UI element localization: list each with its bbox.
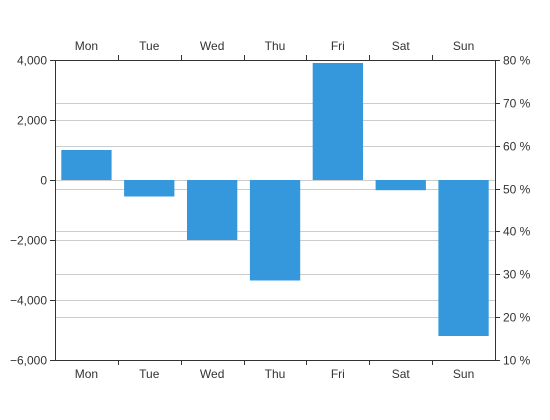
bar-wed [187, 180, 238, 240]
bottom-category-label: Sat [392, 367, 411, 381]
top-category-label: Wed [200, 39, 224, 53]
right-tick-label: 40 % [503, 225, 531, 239]
bar-thu [249, 180, 301, 281]
bar-sun [438, 180, 489, 336]
bar-tue [124, 180, 175, 197]
right-tick-label: 70 % [503, 97, 531, 111]
left-tick-label: 2,000 [17, 114, 47, 128]
right-tick-label: 60 % [503, 140, 531, 154]
right-tick-label: 50 % [503, 183, 531, 197]
bottom-category-label: Sun [453, 367, 474, 381]
right-tick-label: 30 % [503, 268, 531, 282]
right-tick-label: 80 % [503, 54, 531, 68]
axes [50, 55, 500, 365]
left-tick-label: −2,000 [10, 234, 47, 248]
bottom-category-label: Fri [331, 367, 345, 381]
left-tick-label: −6,000 [10, 354, 47, 368]
top-category-label: Thu [265, 39, 286, 53]
top-category-label: Sun [453, 39, 474, 53]
top-category-label: Sat [392, 39, 411, 53]
bottom-category-label: Mon [75, 367, 98, 381]
top-category-label: Fri [331, 39, 345, 53]
left-tick-label: −4,000 [10, 294, 47, 308]
bar-fri [312, 63, 363, 180]
left-tick-label: 0 [40, 174, 47, 188]
bottom-category-label: Tue [139, 367, 160, 381]
right-tick-label: 20 % [503, 311, 531, 325]
bar-sat [375, 180, 426, 191]
tick-labels: 4,000 2,000 0 −2,000 −4,000 −6,000 80 % 70 % 60 … [10, 39, 531, 381]
top-category-label: Tue [139, 39, 160, 53]
bottom-category-label: Wed [200, 367, 224, 381]
bars [61, 63, 489, 336]
bar-mon [61, 150, 112, 180]
bottom-category-label: Thu [265, 367, 286, 381]
left-tick-label: 4,000 [17, 54, 47, 68]
right-tick-label: 10 % [503, 354, 531, 368]
top-category-label: Mon [75, 39, 98, 53]
